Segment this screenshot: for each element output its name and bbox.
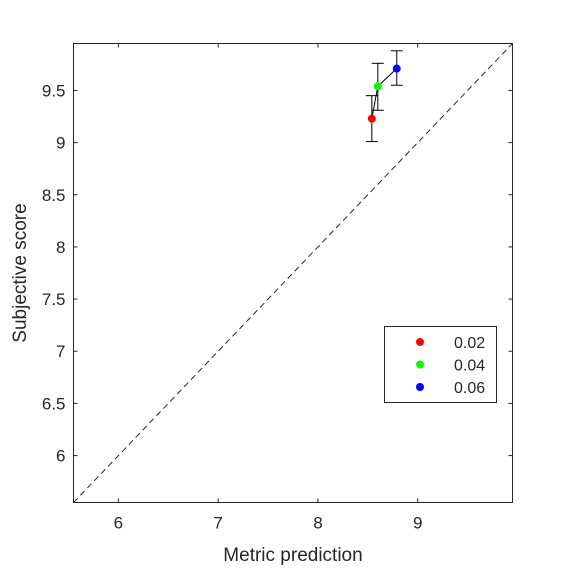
legend-marker	[416, 360, 424, 369]
x-axis-ticks: 6 7 8 9	[114, 43, 422, 533]
x-tick-label: 9	[413, 514, 422, 533]
legend-label: 0.02	[454, 335, 485, 352]
legend-marker	[416, 338, 424, 346]
legend-box	[384, 326, 497, 403]
data-point	[373, 82, 382, 91]
data-point	[367, 114, 376, 123]
y-tick-label: 9	[56, 134, 65, 153]
x-axis-label: Metric prediction	[223, 545, 362, 566]
data-points	[367, 64, 401, 123]
plot-area	[73, 43, 513, 503]
y-tick-label: 7.5	[42, 290, 66, 309]
reference-line	[73, 43, 513, 503]
x-tick-label: 7	[213, 514, 222, 533]
y-tick-label: 6	[56, 447, 65, 466]
data-point	[392, 64, 401, 73]
legend-label: 0.06	[454, 380, 485, 397]
y-tick-label: 7	[56, 342, 65, 361]
y-tick-label: 8.5	[42, 186, 66, 205]
y-axis-label: Subjective score	[10, 203, 31, 342]
error-bars	[365, 50, 403, 143]
x-tick-label: 6	[114, 514, 123, 533]
x-tick-label: 8	[313, 514, 322, 533]
legend-label: 0.04	[454, 358, 485, 375]
y-axis-ticks: 6 6.5 7 7.5 8 8.5 9 9.5	[42, 81, 513, 466]
legend: 0.02 0.04 0.06	[384, 326, 497, 403]
y-tick-label: 9.5	[42, 81, 66, 100]
legend-marker	[416, 383, 424, 391]
y-tick-label: 6.5	[42, 394, 66, 413]
legend-entries: 0.02 0.04 0.06	[416, 335, 485, 397]
y-tick-label: 8	[56, 238, 65, 257]
